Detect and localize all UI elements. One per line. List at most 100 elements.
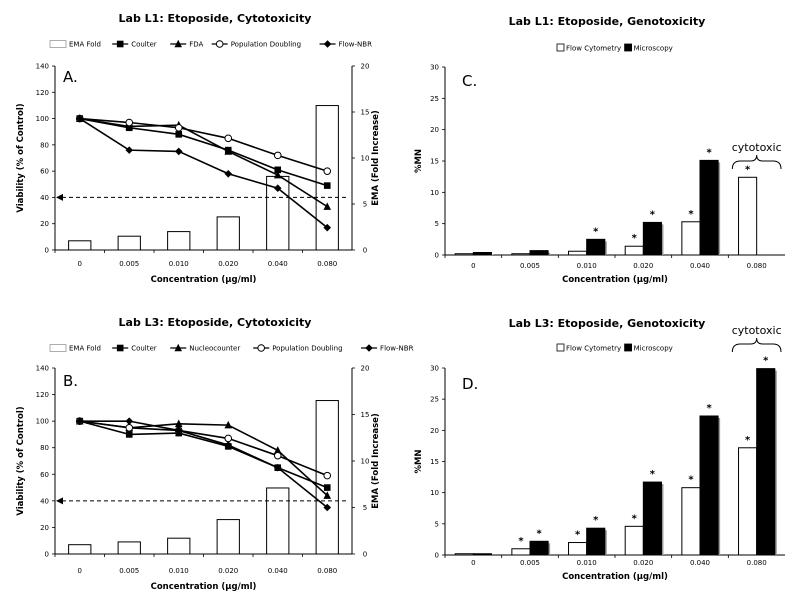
y-tick-label: 25 — [430, 95, 439, 103]
series-flow-cytometry: * * * * * — [454, 435, 758, 556]
legend-swatch-flow-nbr — [323, 40, 332, 48]
series-population-doubling-line — [79, 420, 328, 477]
x-tick-label: 0.020 — [633, 262, 653, 270]
y-tick-label: 40 — [40, 194, 49, 202]
ema-bar — [117, 541, 141, 555]
legend-label: Flow-NBR — [380, 345, 414, 353]
series-flow-nbr-point — [75, 417, 84, 425]
series-flow-nbr-line — [79, 117, 328, 229]
series-population-doubling-point — [125, 423, 134, 432]
x-tick-label: 0.080 — [747, 262, 767, 270]
x-tick-label: 0.080 — [747, 559, 767, 567]
y-tick-label: 0 — [435, 252, 439, 260]
y2-tick-label: 20 — [361, 63, 370, 71]
panel-label: D. — [462, 375, 478, 393]
panel-label: B. — [63, 372, 78, 390]
series-flow-nbr-point — [224, 441, 233, 449]
y-tick-label: 80 — [40, 444, 49, 452]
legend: Flow Cytometry Microscopy — [556, 343, 673, 353]
legend-label: EMA Fold — [69, 345, 101, 353]
series-coulter-point — [274, 166, 282, 174]
y-tick-label: 10 — [430, 189, 439, 197]
legend-label: FDA — [189, 41, 203, 49]
series-flow-nbr-point — [174, 147, 183, 156]
bar — [738, 447, 758, 556]
ema-bar — [216, 519, 240, 555]
series-microscopy: * * * * * — [472, 356, 777, 556]
y2-axis-title: EMA (Fold Increase) — [371, 413, 381, 509]
x-tick-label: 0 — [471, 559, 475, 567]
chart-title: Lab L1: Etoposide, Genotoxicity — [509, 15, 706, 28]
series-population-doubling-point — [224, 134, 233, 143]
x-tick-label: 0.010 — [169, 260, 189, 268]
threshold-arrowhead — [56, 497, 63, 505]
y-tick-label: 10 — [430, 489, 439, 497]
y-tick-label: 25 — [430, 396, 439, 404]
cytotoxic-label: cytotoxic — [732, 324, 782, 337]
series-population-doubling-line — [79, 117, 328, 172]
y-tick-label: 0 — [45, 247, 49, 255]
y2-tick-label: 0 — [363, 247, 367, 255]
significance-star: * — [632, 233, 638, 244]
bar — [472, 251, 492, 256]
bar — [756, 368, 776, 556]
legend: Flow Cytometry Microscopy — [556, 43, 673, 53]
legend-label: Microscopy — [634, 45, 673, 53]
series-fda-line — [79, 117, 328, 208]
series-flow-nbr-point — [174, 426, 183, 435]
y-tick-label: 30 — [430, 64, 439, 72]
legend-label: Flow-NBR — [339, 41, 373, 49]
legend-label: Coulter — [131, 345, 157, 353]
series-flow-nbr-point — [273, 463, 282, 472]
y-tick-label: 80 — [40, 141, 49, 149]
y2-tick-label: 10 — [361, 155, 370, 163]
significance-star: * — [763, 356, 769, 367]
series-coulter-point — [323, 182, 331, 189]
bar — [568, 250, 588, 256]
series-coulter-point — [323, 484, 331, 491]
series-nucleocounter — [75, 416, 332, 499]
series-fda-point — [224, 147, 233, 155]
legend-label: EMA Fold — [69, 41, 101, 49]
bar — [454, 553, 474, 556]
y-tick-label: 100 — [36, 418, 49, 426]
series-flow-nbr-point — [125, 146, 134, 154]
cytotoxic-brace — [731, 337, 782, 353]
series-fda-point — [323, 202, 332, 210]
y-tick-label: 140 — [36, 365, 49, 373]
y-tick-label: 30 — [430, 365, 439, 373]
series-population-doubling-point — [273, 451, 282, 460]
x-tick-label: 0.020 — [218, 260, 238, 268]
legend-swatch-microscopy — [624, 343, 632, 352]
y-tick-label: 0 — [45, 551, 49, 559]
panel-d: Lab L3: Etoposide, Genotoxicity Flow Cyto… — [414, 317, 785, 582]
x-tick-label: 0.040 — [690, 559, 710, 567]
y2-tick-label: 5 — [363, 504, 367, 512]
series-flow-nbr — [75, 114, 332, 232]
legend-swatch-fda — [174, 39, 183, 48]
series-fda-point — [273, 170, 282, 179]
legend-label: Population Doubling — [231, 41, 301, 49]
bar — [738, 176, 758, 256]
series-population-doubling-point — [125, 118, 134, 127]
bar — [529, 540, 549, 556]
y-axis-title: %MN — [414, 449, 424, 473]
series-population-doubling-point — [323, 167, 332, 175]
significance-star: * — [593, 515, 599, 526]
legend-label: Population Doubling — [272, 345, 342, 353]
series-population-doubling-point — [323, 471, 332, 480]
x-tick-label: 0.005 — [119, 567, 139, 575]
legend-label: Flow Cytometry — [566, 45, 621, 53]
series-flow-nbr-point — [323, 223, 332, 232]
chart-title: Lab L3: Etoposide, Genotoxicity — [509, 317, 706, 330]
significance-star: * — [650, 209, 656, 220]
legend-swatch-ema-fold — [49, 40, 67, 48]
panel-a: Lab L1: Etoposide, Cytotoxicity EMA Fold C… — [16, 12, 381, 285]
ema-bar — [315, 105, 339, 251]
y-tick-label: 60 — [40, 471, 49, 479]
y2-tick-label: 10 — [361, 458, 370, 466]
cytotoxic-brace — [731, 154, 782, 170]
series-nucleocounter-point — [273, 446, 282, 454]
series-microscopy: * * * — [472, 147, 721, 256]
